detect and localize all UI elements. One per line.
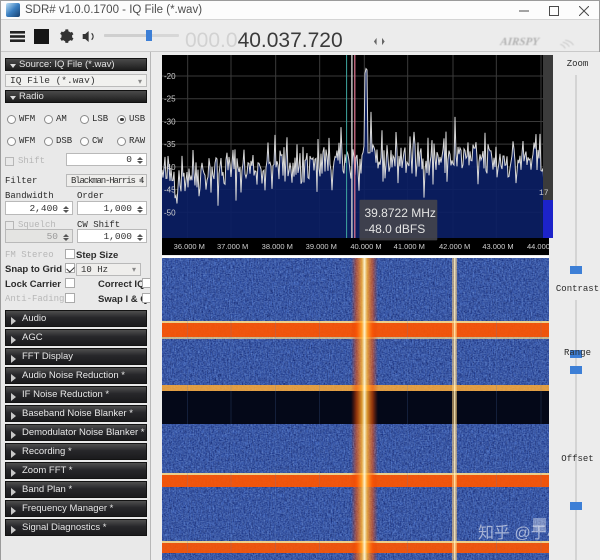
svg-text:-35: -35 (164, 140, 176, 149)
svg-text:36.000 M: 36.000 M (174, 242, 205, 251)
svg-text:-20: -20 (164, 72, 176, 81)
svg-text:-50: -50 (164, 208, 176, 217)
svg-text:43.000 M: 43.000 M (482, 242, 513, 251)
svg-text:41.000 M: 41.000 M (394, 242, 425, 251)
svg-text:-25: -25 (164, 95, 176, 104)
svg-text:39.8722 MHz: 39.8722 MHz (365, 206, 436, 220)
svg-text:-45: -45 (164, 186, 176, 195)
svg-text:37.000 M: 37.000 M (217, 242, 248, 251)
svg-text:-48.0 dBFS: -48.0 dBFS (365, 222, 426, 236)
svg-text:38.000 M: 38.000 M (262, 242, 293, 251)
svg-text:-30: -30 (164, 117, 176, 126)
svg-text:44.000 M: 44.000 M (527, 242, 549, 251)
svg-text:AIRSPY: AIRSPY (499, 36, 541, 48)
svg-text:40.000 M: 40.000 M (350, 242, 381, 251)
svg-text:42.000 M: 42.000 M (439, 242, 470, 251)
svg-text:39.000 M: 39.000 M (306, 242, 337, 251)
svg-text:-40: -40 (164, 163, 176, 172)
